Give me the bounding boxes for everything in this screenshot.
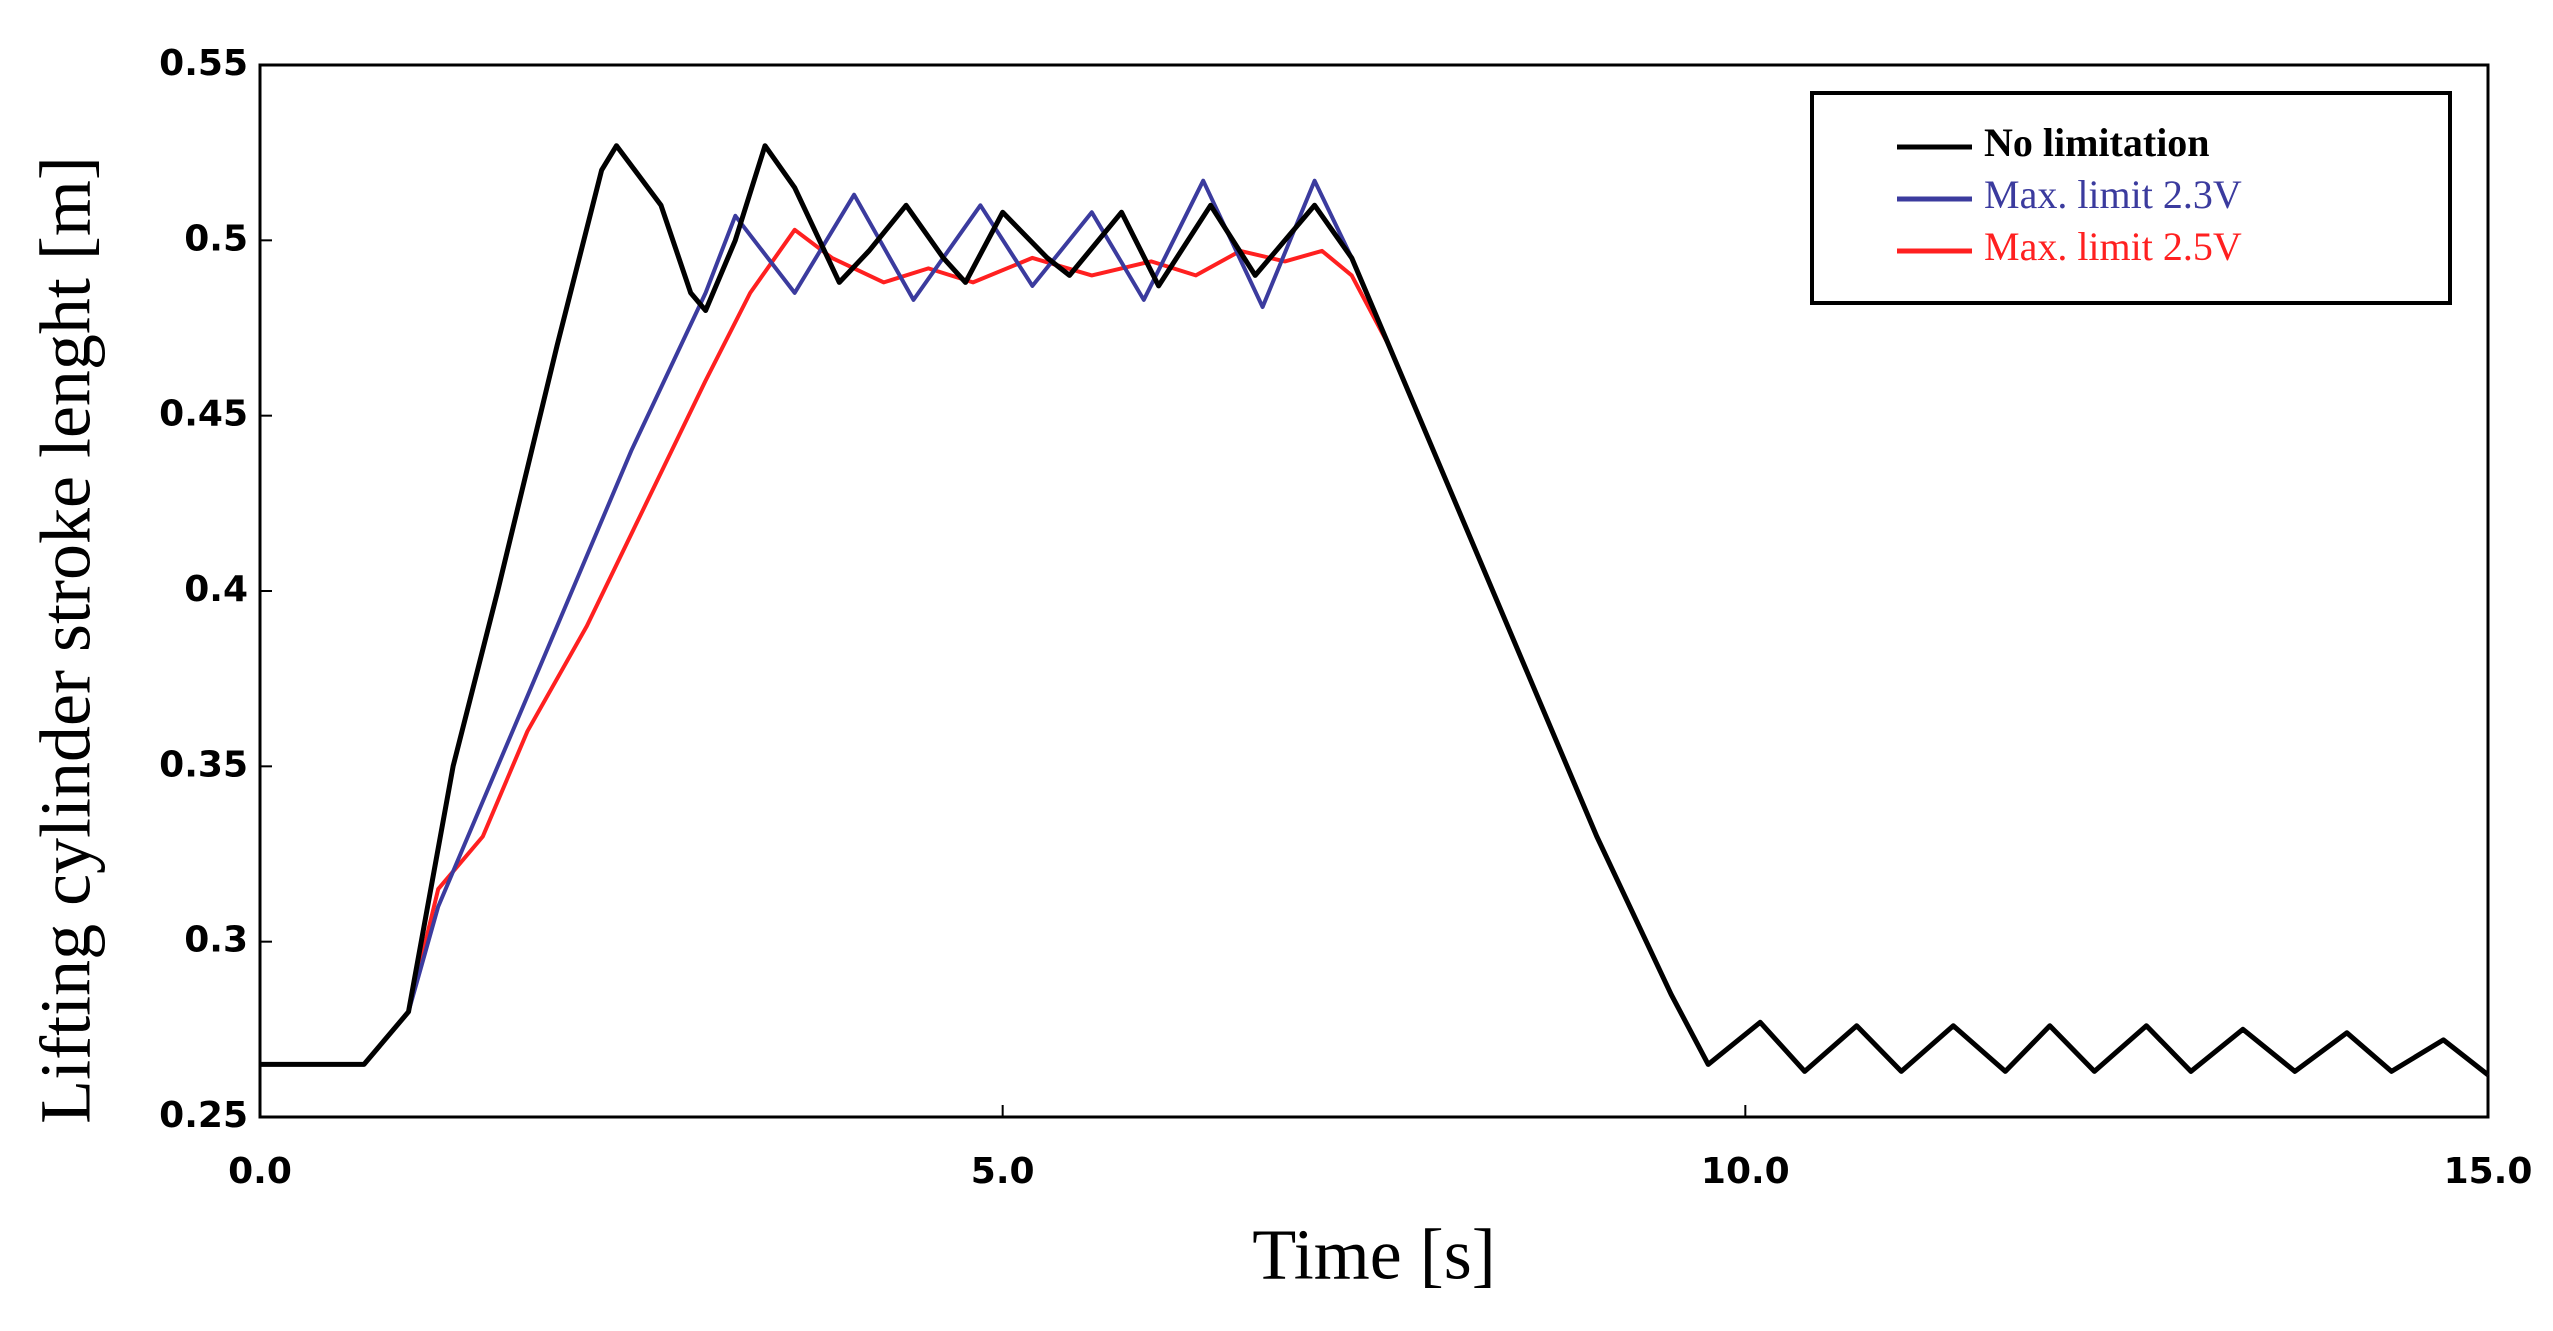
line-series [260, 143, 2490, 1077]
y-tick-label: 0.5 [184, 218, 248, 259]
y-tick-label: 0.45 [159, 394, 248, 435]
x-tick-label: 0.0 [228, 1151, 292, 1192]
legend-label: Max. limit 2.5V [1984, 224, 2242, 269]
x-axis-title: Time [s] [1252, 1215, 1495, 1295]
y-axis-title: Lifting cylinder stroke lenght [m] [26, 156, 106, 1124]
plot-frame [258, 63, 2490, 1119]
x-tick-label: 15.0 [2444, 1151, 2533, 1192]
y-tick-label: 0.4 [184, 569, 248, 610]
y-tick-label: 0.55 [159, 43, 248, 84]
y-tick-label: 0.25 [159, 1095, 248, 1136]
legend-label: Max. limit 2.3V [1984, 172, 2242, 217]
y-tick-label: 0.35 [159, 744, 248, 785]
x-tick-label: 10.0 [1701, 1151, 1790, 1192]
line-series [260, 227, 2490, 1077]
y-tick-label: 0.3 [184, 920, 248, 961]
legend-label: No limitation [1984, 120, 2210, 165]
x-tick-label: 5.0 [971, 1151, 1035, 1192]
